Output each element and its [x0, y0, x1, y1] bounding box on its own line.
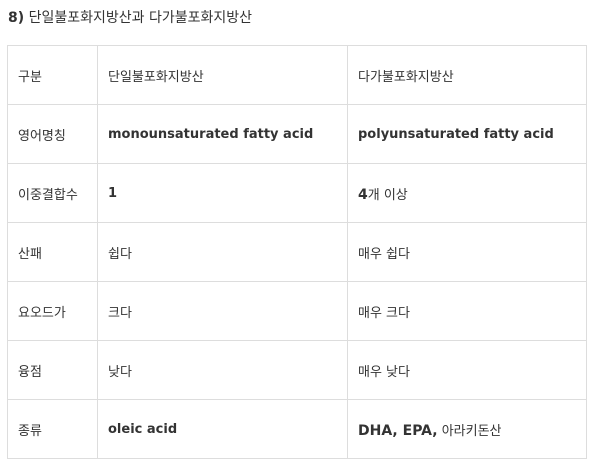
- poly-cell: DHA, EPA, 아라키돈산: [347, 399, 587, 459]
- table-row: 영어명칭 monounsaturated fatty acid polyunsa…: [7, 104, 587, 164]
- section-title: 단일불포화지방산과 다가불포화지방산: [28, 10, 253, 26]
- section-heading: 8) 단일불포화지방산과 다가불포화지방산: [8, 8, 252, 28]
- poly-cell-bold: DHA, EPA,: [358, 422, 438, 439]
- table-row: 요오드가 크다 매우 크다: [7, 281, 587, 341]
- table-row: 구분 단일불포화지방산 다가불포화지방산: [7, 45, 587, 105]
- mono-cell: monounsaturated fatty acid: [97, 104, 348, 164]
- mono-cell: 쉽다: [97, 222, 348, 282]
- row-label: 이중결합수: [7, 163, 98, 223]
- mono-cell: 낮다: [97, 340, 348, 400]
- row-label: 구분: [7, 45, 98, 105]
- section-number: 8): [8, 10, 25, 26]
- table-row: 산패 쉽다 매우 쉽다: [7, 222, 587, 282]
- mono-cell: oleic acid: [97, 399, 348, 459]
- poly-cell-rest: 개 이상: [367, 187, 408, 203]
- comparison-table: 구분 단일불포화지방산 다가불포화지방산 영어명칭 monounsaturate…: [7, 45, 587, 459]
- poly-cell-bold: 4: [358, 186, 368, 203]
- poly-cell: polyunsaturated fatty acid: [347, 104, 587, 164]
- poly-cell: 매우 크다: [347, 281, 587, 341]
- poly-cell-rest: 아라키돈산: [437, 423, 502, 439]
- poly-cell: 4개 이상: [347, 163, 587, 223]
- row-label: 산패: [7, 222, 98, 282]
- table-row: 종류 oleic acid DHA, EPA, 아라키돈산: [7, 399, 587, 459]
- table-row: 이중결합수 1 4개 이상: [7, 163, 587, 223]
- row-label: 요오드가: [7, 281, 98, 341]
- row-label: 종류: [7, 399, 98, 459]
- row-label: 영어명칭: [7, 104, 98, 164]
- poly-cell: 다가불포화지방산: [347, 45, 587, 105]
- poly-cell: 매우 낮다: [347, 340, 587, 400]
- table-row: 융점 낮다 매우 낮다: [7, 340, 587, 400]
- mono-cell: 단일불포화지방산: [97, 45, 348, 105]
- mono-cell: 1: [97, 163, 348, 223]
- row-label: 융점: [7, 340, 98, 400]
- mono-cell: 크다: [97, 281, 348, 341]
- poly-cell: 매우 쉽다: [347, 222, 587, 282]
